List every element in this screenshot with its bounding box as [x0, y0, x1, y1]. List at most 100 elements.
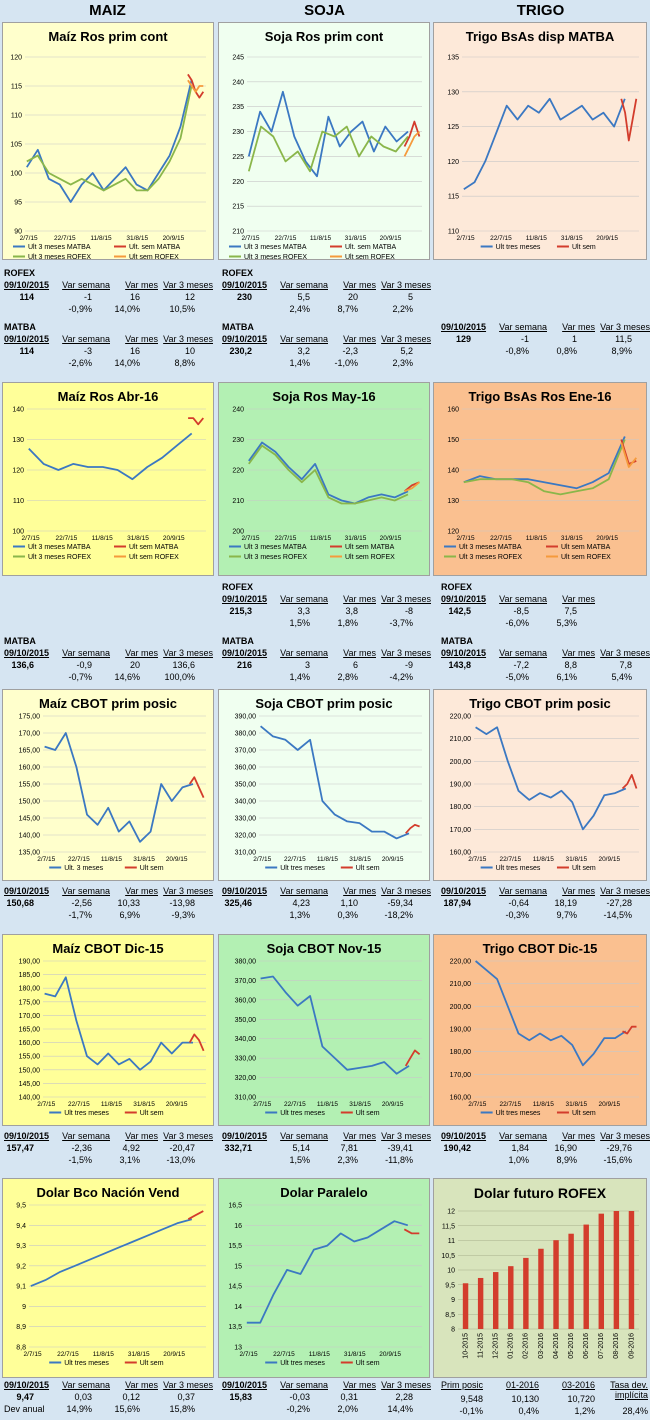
table-maiz-abr16-matba: MATBA 09/10/2015 Var semana Var mes Var 3 me…	[0, 636, 216, 692]
change-pct: 2,4%	[289, 304, 310, 314]
change-pct: 14,4%	[387, 1404, 413, 1414]
chart-soja-ros-may16: Soja Ros May-16 200 210 220 230 240 2/7/15 22/7…	[218, 382, 430, 576]
legend-label: Ult sem	[356, 1360, 380, 1367]
y-tick-label: 115	[448, 194, 459, 201]
date-label: 09/10/2015	[441, 594, 487, 604]
change-value: 0,12	[122, 1392, 140, 1402]
change-value: -0,64	[508, 898, 529, 908]
y-tick-label: 165,00	[19, 748, 41, 755]
price-value: 150,68	[6, 898, 34, 908]
series-line-2	[188, 417, 204, 426]
price-value: 230,2	[229, 346, 252, 356]
x-tick-label: 11/8/15	[310, 535, 332, 542]
y-tick-label: 9,4	[16, 1223, 26, 1230]
x-tick-label: 2/7/15	[253, 856, 271, 863]
column-header: Var mes	[562, 886, 595, 896]
header-soja: SOJA	[304, 2, 345, 19]
table-soja-may16-rofex: ROFEX 09/10/2015 Var semana Var mes Var 3 me…	[218, 582, 434, 638]
column-header: Var mes	[562, 594, 595, 604]
chart-svg: 310,00 320,00 330,00 340,00 350,00 360,00 370,…	[235, 959, 422, 1117]
change-value: -3	[83, 346, 92, 356]
chart-soja-cbot-nov15: Soja CBOT Nov-15 310,00 320,00 330,00 340,00…	[218, 934, 430, 1126]
date-label: 09/10/2015	[441, 886, 487, 896]
y-tick-label: 350,00	[235, 1017, 257, 1024]
change-value: -2,56	[71, 898, 92, 908]
change-value: 0,37	[177, 1392, 195, 1402]
y-tick-label: 12	[447, 1209, 455, 1216]
x-tick-label: 07-2016	[598, 1333, 605, 1359]
change-pct: -14,5%	[603, 910, 632, 920]
change-pct: -13,0%	[166, 1155, 195, 1165]
price-value: 190,42	[443, 1143, 471, 1153]
x-tick-label: 20/9/15	[382, 856, 404, 863]
column-header: Var semana	[280, 648, 328, 658]
change-value: 0,03	[74, 1392, 92, 1402]
chart-trigo-bsas-ros-ene16: Trigo BsAs Ros Ene-16 120 130 140 150 160 2/7/…	[433, 382, 647, 576]
x-tick-label: 20/9/15	[596, 535, 618, 542]
market-label: MATBA	[441, 636, 473, 646]
change-value: 3	[304, 660, 310, 670]
y-tick-label: 155,00	[19, 1054, 41, 1061]
date-label: 09/10/2015	[4, 334, 50, 344]
y-tick-label: 11,5	[442, 1223, 455, 1230]
legend-label: Ult 3 meses ROFEX	[28, 254, 91, 259]
x-tick-label: 11-2015	[477, 1333, 484, 1358]
legend-label: Ult tres meses	[280, 1110, 325, 1117]
y-tick-label: 180,00	[19, 986, 41, 993]
y-tick-label: 14	[234, 1304, 242, 1311]
change-value: 3,2	[297, 346, 310, 356]
legend-label: Ult. sem MATBA	[345, 244, 397, 251]
change-pct: 2,8%	[337, 672, 358, 682]
change-pct: 2,3%	[392, 358, 413, 368]
y-tick-label: 240	[232, 407, 244, 414]
y-tick-label: 320,00	[235, 1075, 257, 1082]
date-label: 09/10/2015	[441, 1131, 487, 1141]
x-tick-label: 22/7/15	[284, 1101, 306, 1108]
column-header: Var 3 meses	[163, 1131, 213, 1141]
y-tick-label: 150,00	[19, 799, 41, 806]
y-tick-label: 135	[447, 55, 459, 62]
change-pct: 6,9%	[119, 910, 140, 920]
x-tick-label: 20/9/15	[379, 1351, 401, 1358]
chart-dolar-futuro-rofex: Dolar futuro ROFEX 8 8,5 9 9,5 10 10,5 11 11,5 12…	[433, 1178, 647, 1378]
y-tick-label: 220,00	[450, 714, 472, 721]
y-tick-label: 370,00	[235, 748, 257, 755]
y-tick-label: 9,1	[16, 1284, 26, 1291]
price-value: 230	[236, 292, 252, 302]
series-line-1	[44, 732, 194, 843]
y-tick-label: 230	[232, 129, 244, 136]
y-tick-label: 15	[234, 1263, 242, 1270]
column-header: Var mes	[343, 1131, 376, 1141]
market-label: MATBA	[4, 322, 36, 332]
x-tick-label: 20/9/15	[163, 535, 185, 542]
series-line-4	[187, 79, 204, 93]
price-value: 114	[19, 346, 34, 356]
y-tick-label: 220	[232, 468, 244, 475]
x-tick-label: 31/8/15	[349, 1101, 371, 1108]
column-header: Var mes	[125, 1131, 158, 1141]
y-tick-label: 140,00	[19, 833, 41, 840]
change-value: 20	[129, 660, 140, 670]
table-soja-may16-matba: MATBA 09/10/2015 Var semana Var mes Var 3 me…	[218, 636, 434, 692]
x-tick-label: 22/7/15	[56, 535, 78, 542]
y-tick-label: 310,00	[235, 850, 257, 857]
market-label: MATBA	[222, 322, 254, 332]
y-tick-label: 120	[447, 159, 459, 166]
legend-label: Ult 3 meses MATBA	[459, 544, 522, 551]
change-value: -2,3	[342, 346, 358, 356]
chart-title: Dolar futuro ROFEX	[473, 1185, 607, 1201]
legend-label: Ult sem	[572, 1110, 596, 1117]
y-tick-label: 110	[11, 113, 22, 120]
change-pct: 10,5%	[169, 304, 195, 314]
change-value: -9	[404, 660, 413, 670]
legend-label: Ult sem MATBA	[129, 544, 179, 551]
change-value: 0,31	[340, 1392, 358, 1402]
y-tick-label: 9	[22, 1304, 26, 1311]
y-tick-label: 8,8	[16, 1345, 26, 1352]
column-header: Var 3 meses	[381, 334, 431, 344]
legend-label: Ult 3 meses ROFEX	[244, 554, 307, 561]
column-header: Var semana	[280, 280, 328, 290]
y-tick-label: 145,00	[19, 816, 41, 823]
y-tick-label: 150	[447, 437, 459, 444]
x-tick-label: 05-2016	[568, 1333, 575, 1359]
